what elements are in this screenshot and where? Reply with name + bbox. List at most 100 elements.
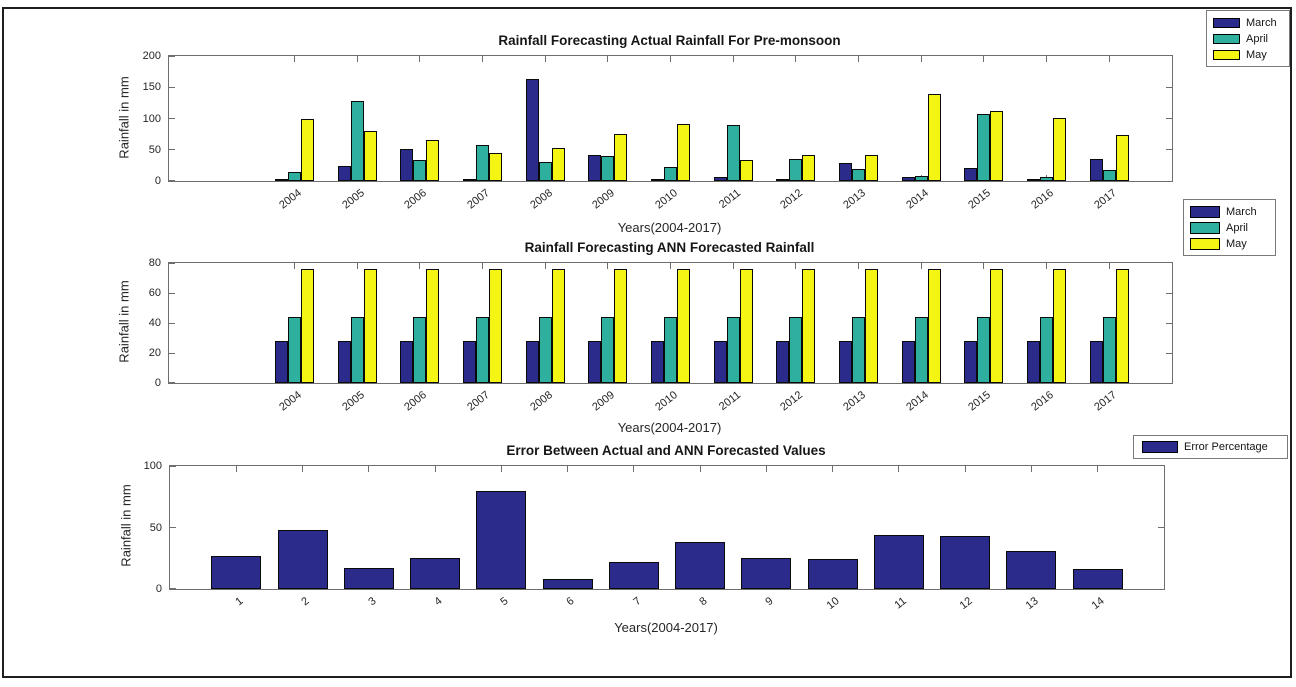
legend-label: May	[1246, 49, 1267, 61]
x-tick-label: 2007	[465, 389, 492, 414]
legend-label: April	[1226, 222, 1249, 234]
bar-april	[475, 317, 489, 383]
bar-march	[400, 148, 414, 181]
x-tick-label: 4	[432, 595, 445, 609]
x-tick-mark-top	[732, 56, 734, 62]
bar-may	[300, 269, 314, 383]
x-tick-label: 9	[763, 595, 776, 609]
x-tick-mark-top	[832, 466, 834, 472]
bar-march	[462, 341, 476, 383]
bar-april	[789, 159, 803, 181]
y-tick-mark	[169, 118, 175, 119]
x-tick-mark-top	[1108, 56, 1110, 62]
bar-may	[1115, 269, 1129, 383]
bar-march	[713, 176, 727, 181]
x-tick-label: 14	[1090, 595, 1108, 612]
y-tick-label: 100	[143, 460, 162, 472]
bar-error-percentage	[542, 579, 593, 589]
bar-april	[475, 145, 489, 181]
bar-may	[1115, 135, 1129, 181]
legend-label: May	[1226, 238, 1247, 250]
bar-march	[1089, 341, 1103, 383]
x-tick-mark-top	[293, 263, 295, 269]
legend-swatch-march	[1213, 18, 1240, 28]
x-tick-mark-top	[1108, 263, 1110, 269]
x-tick-mark-top	[356, 263, 358, 269]
bar-error-percentage	[476, 490, 527, 589]
bar-may	[614, 134, 628, 181]
bar-march	[776, 341, 790, 383]
bar-march	[400, 341, 414, 383]
bar-april	[664, 167, 677, 181]
x-tick-label: 2010	[653, 187, 680, 212]
bar-march	[337, 166, 351, 181]
bar-error-percentage	[1006, 550, 1057, 589]
x-tick-label: 1	[233, 595, 246, 609]
x-tick-mark-top	[544, 56, 546, 62]
legend-entry: Error Percentage	[1142, 439, 1268, 455]
chart2-title: Rainfall Forecasting ANN Forecasted Rain…	[524, 240, 815, 255]
bar-april	[914, 317, 928, 383]
y-tick-mark	[169, 179, 175, 181]
y-tick-mark	[169, 322, 175, 324]
bar-april	[726, 124, 740, 181]
legend-swatch-april	[1213, 34, 1240, 44]
chart2-xlabel: Years(2004-2017)	[617, 420, 722, 435]
bar-march	[274, 341, 288, 383]
y-tick-mark	[169, 381, 175, 383]
x-tick-label: 3	[365, 595, 379, 609]
bar-may	[426, 140, 440, 181]
chart3-title: Error Between Actual and ANN Forecasted …	[506, 443, 826, 458]
x-tick-label: 10	[825, 595, 843, 612]
legend-entry: May	[1213, 47, 1289, 63]
bar-march	[337, 341, 351, 383]
y-tick-label: 150	[142, 81, 161, 94]
x-tick-mark-top	[633, 466, 635, 472]
bar-march	[651, 179, 664, 181]
bar-error-percentage	[741, 558, 792, 589]
bar-april	[852, 317, 866, 383]
y-tick-mark	[1166, 118, 1172, 119]
bar-april	[413, 160, 427, 181]
x-tick-mark-top	[858, 263, 860, 269]
chart1-legend: March April May	[1206, 10, 1290, 67]
bar-april	[413, 317, 427, 383]
y-tick-mark	[170, 465, 176, 467]
x-tick-mark-top	[795, 56, 797, 62]
bar-march	[901, 341, 915, 383]
x-tick-mark-top	[368, 466, 370, 472]
x-tick-mark-top	[858, 56, 860, 62]
bar-march	[588, 155, 602, 181]
bar-april	[601, 317, 615, 383]
x-tick-label: 2017	[1092, 187, 1119, 212]
bar-march	[1027, 179, 1041, 181]
x-tick-label: 2005	[339, 389, 367, 414]
y-tick-label: 200	[142, 50, 161, 62]
x-tick-mark-top	[765, 466, 767, 472]
bar-april	[538, 161, 552, 181]
bar-april	[726, 317, 740, 383]
x-tick-mark-top	[795, 263, 797, 269]
bar-may	[488, 152, 502, 181]
x-tick-label: 2014	[903, 389, 931, 414]
bar-march	[839, 341, 853, 383]
x-tick-label: 6	[564, 595, 577, 609]
x-tick-mark-top	[670, 56, 671, 62]
y-tick-label: 50	[149, 521, 162, 534]
bar-error-percentage	[608, 561, 659, 589]
x-tick-mark-top	[732, 263, 734, 269]
chart1-xlabel: Years(2004-2017)	[617, 220, 722, 235]
x-tick-label: 11	[891, 595, 909, 612]
x-tick-mark-top	[607, 263, 609, 269]
x-tick-label: 2006	[402, 187, 430, 212]
bar-may	[300, 118, 314, 181]
bar-error-percentage	[343, 568, 394, 589]
bar-april	[287, 171, 301, 181]
bar-may	[551, 147, 565, 181]
x-tick-label: 2012	[778, 389, 806, 414]
y-tick-mark	[169, 352, 175, 354]
x-tick-label: 2016	[1029, 389, 1057, 414]
x-tick-mark-top	[567, 466, 569, 472]
x-tick-mark-top	[302, 466, 304, 472]
y-tick-mark	[1166, 149, 1172, 151]
